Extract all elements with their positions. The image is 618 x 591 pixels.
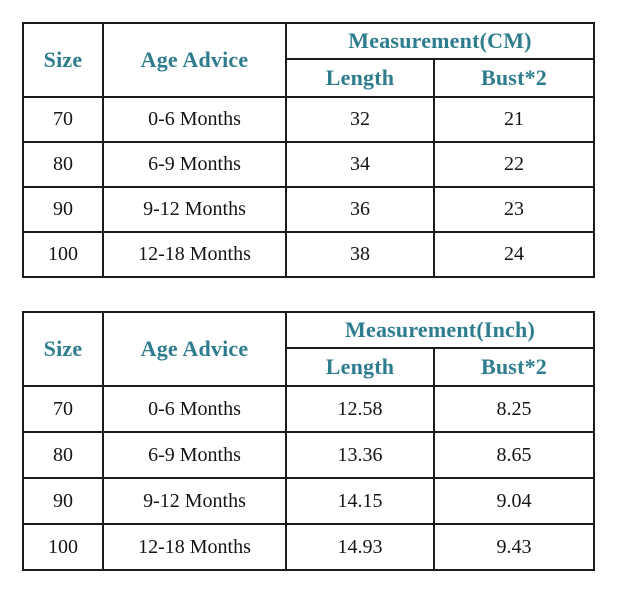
cell-bust2: 22 bbox=[432, 141, 596, 188]
header-row: Size Age Advice Measurement(CM) bbox=[22, 22, 596, 98]
col-header-size: Size bbox=[22, 311, 104, 387]
cell-bust2: 8.25 bbox=[433, 385, 595, 433]
cell-length: 38 bbox=[285, 231, 435, 278]
cell-length: 14.93 bbox=[285, 523, 435, 571]
table-row: 100 12-18 Months 38 24 bbox=[22, 231, 596, 278]
cell-size: 100 bbox=[22, 231, 104, 278]
cell-length: 12.58 bbox=[285, 385, 435, 433]
cell-bust2: 8.65 bbox=[433, 431, 595, 479]
cell-length: 34 bbox=[285, 141, 435, 188]
table-row: 100 12-18 Months 14.93 9.43 bbox=[22, 523, 595, 571]
table-row: 80 6-9 Months 34 22 bbox=[22, 141, 596, 188]
col-header-bust2: Bust*2 bbox=[432, 58, 596, 98]
cell-bust2: 9.04 bbox=[433, 477, 595, 525]
col-header-measurement-cm: Measurement(CM) bbox=[284, 22, 596, 60]
cell-bust2: 9.43 bbox=[433, 523, 595, 571]
table-row: 90 9-12 Months 36 23 bbox=[22, 186, 596, 233]
cell-age-advice: 0-6 Months bbox=[102, 385, 287, 433]
cell-size: 80 bbox=[22, 431, 104, 479]
cell-length: 36 bbox=[285, 186, 435, 233]
col-header-size: Size bbox=[22, 22, 104, 98]
cell-age-advice: 6-9 Months bbox=[102, 431, 287, 479]
cell-length: 14.15 bbox=[285, 477, 435, 525]
table-row: 70 0-6 Months 12.58 8.25 bbox=[22, 385, 595, 433]
cell-age-advice: 0-6 Months bbox=[102, 96, 287, 143]
cell-bust2: 21 bbox=[432, 96, 596, 143]
table-row: 80 6-9 Months 13.36 8.65 bbox=[22, 431, 595, 479]
cell-size: 70 bbox=[22, 385, 104, 433]
cell-size: 80 bbox=[22, 141, 104, 188]
cell-size: 70 bbox=[22, 96, 104, 143]
table-row: 90 9-12 Months 14.15 9.04 bbox=[22, 477, 595, 525]
header-row: Size Age Advice Measurement(Inch) bbox=[22, 311, 595, 387]
size-table-cm: Size Age Advice Measurement(CM) Length B… bbox=[22, 22, 596, 278]
header-subrow: Length Bust*2 bbox=[23, 347, 595, 387]
header-subrow: Length Bust*2 bbox=[23, 58, 596, 98]
col-header-measurement-inch: Measurement(Inch) bbox=[285, 311, 595, 349]
cell-length: 13.36 bbox=[285, 431, 435, 479]
col-header-age-advice: Age Advice bbox=[102, 311, 287, 387]
col-header-age-advice: Age Advice bbox=[102, 22, 287, 98]
cell-size: 90 bbox=[22, 186, 104, 233]
cell-bust2: 23 bbox=[432, 186, 596, 233]
cell-length: 32 bbox=[285, 96, 435, 143]
cell-age-advice: 9-12 Months bbox=[102, 186, 287, 233]
cell-bust2: 24 bbox=[432, 231, 596, 278]
cell-age-advice: 9-12 Months bbox=[102, 477, 287, 525]
table-row: 70 0-6 Months 32 21 bbox=[22, 96, 596, 143]
cell-age-advice: 12-18 Months bbox=[102, 231, 287, 278]
col-header-length: Length bbox=[285, 58, 435, 98]
cell-age-advice: 12-18 Months bbox=[102, 523, 287, 571]
cell-age-advice: 6-9 Months bbox=[102, 141, 287, 188]
col-header-length: Length bbox=[285, 347, 435, 387]
col-header-bust2: Bust*2 bbox=[433, 347, 595, 387]
size-table-inch: Size Age Advice Measurement(Inch) Length… bbox=[22, 311, 595, 571]
cell-size: 100 bbox=[22, 523, 104, 571]
cell-size: 90 bbox=[22, 477, 104, 525]
